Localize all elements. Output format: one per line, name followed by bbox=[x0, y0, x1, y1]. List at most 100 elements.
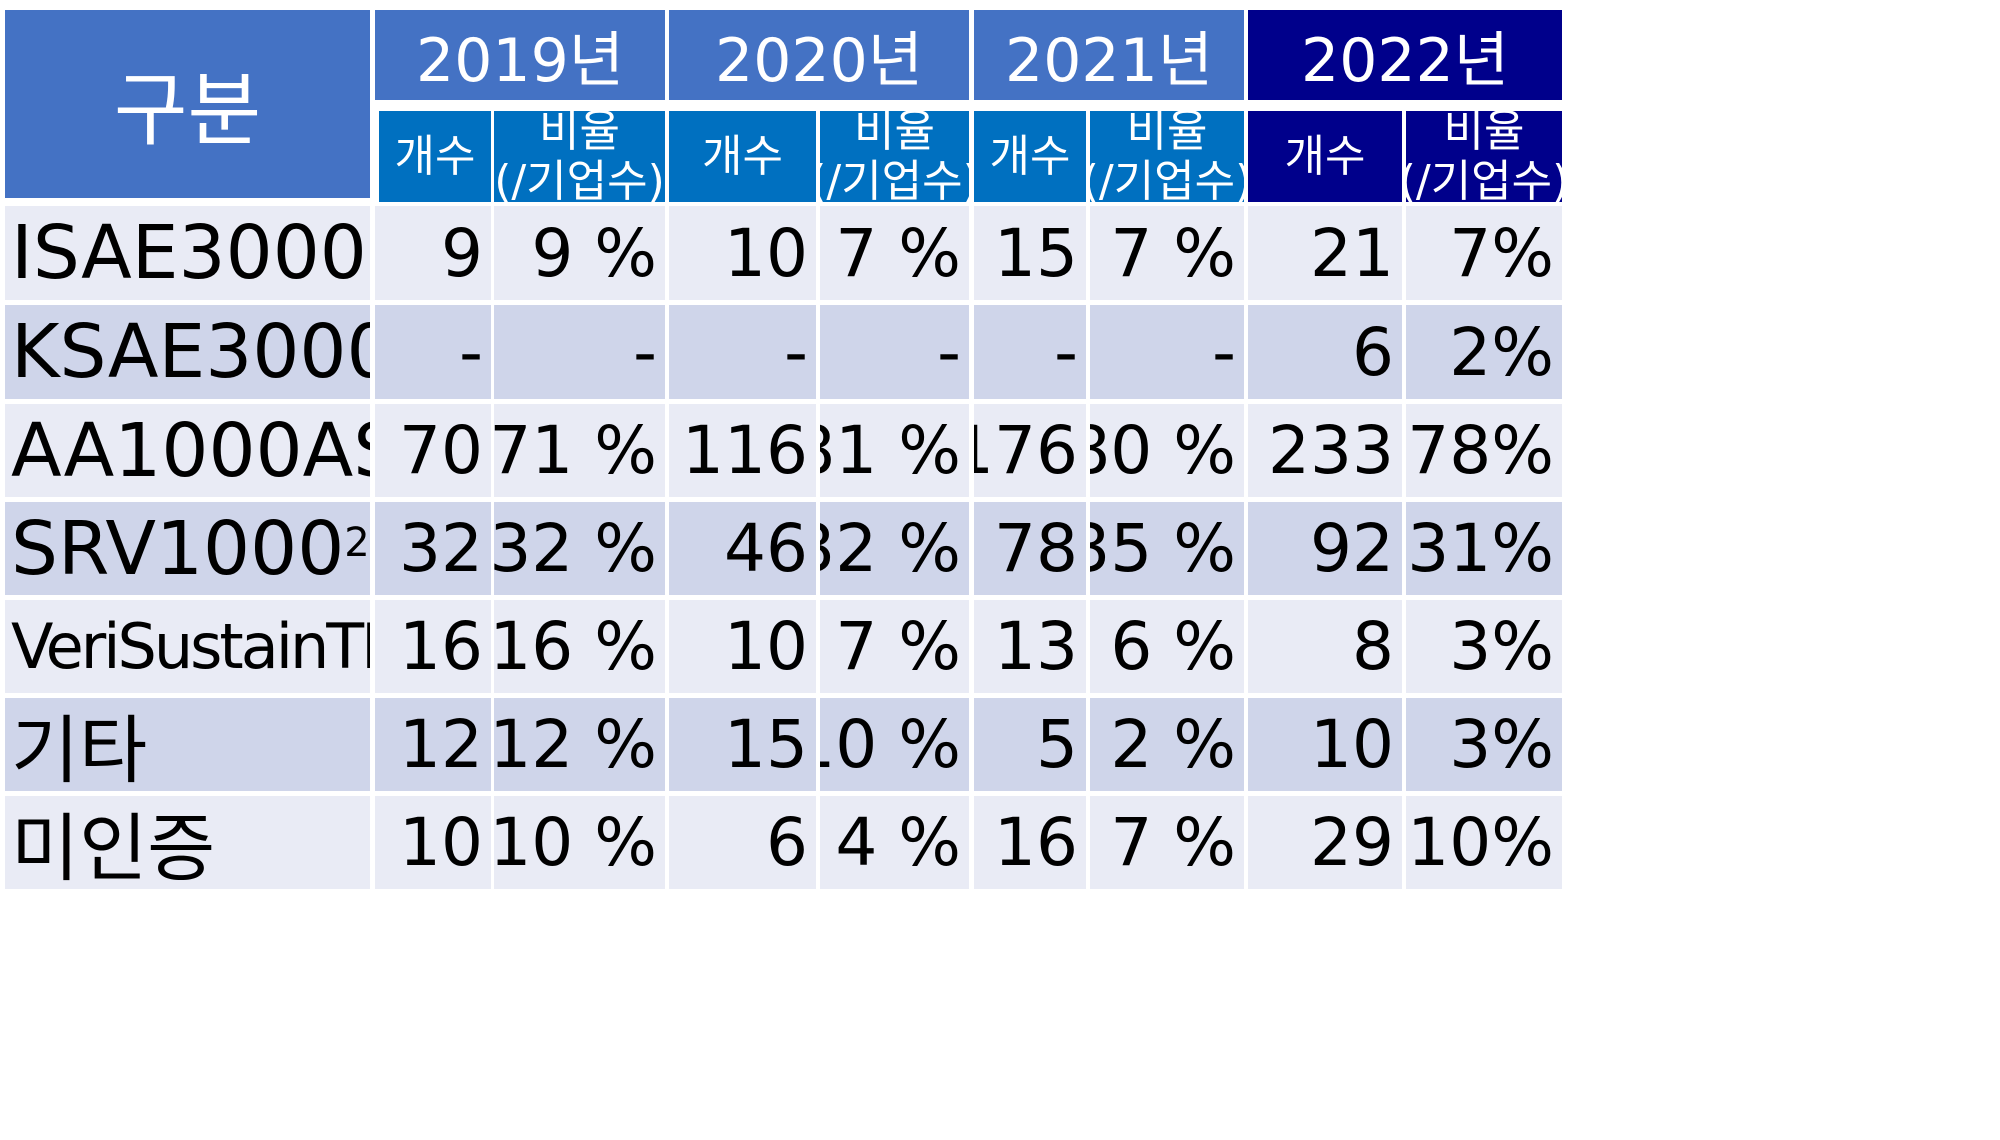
value-cell: 31% bbox=[1406, 502, 1562, 595]
value-cell: 2% bbox=[1406, 305, 1562, 399]
value: - bbox=[633, 313, 657, 391]
value: 10% bbox=[1407, 804, 1554, 881]
value: 10 % bbox=[494, 804, 657, 881]
value-cell: 10% bbox=[1406, 796, 1562, 889]
value: 13 bbox=[994, 608, 1078, 685]
value: 15 bbox=[994, 214, 1078, 292]
value: 35 % bbox=[1090, 510, 1236, 587]
ratio-label-line1: 비율 bbox=[1443, 111, 1525, 157]
value: 9 % bbox=[531, 214, 657, 292]
row-label-other: 기타 bbox=[5, 698, 370, 791]
value: 3% bbox=[1449, 608, 1554, 685]
value-cell: 9 % bbox=[494, 206, 665, 300]
value: - bbox=[1212, 313, 1236, 391]
row-name: SRV1000 bbox=[11, 505, 345, 592]
row-name: 기타 bbox=[11, 708, 148, 791]
value-cell: 70 bbox=[375, 404, 491, 497]
value-cell: - bbox=[494, 305, 665, 399]
year-header-2021: 2021년 bbox=[974, 10, 1244, 100]
value-cell: 3% bbox=[1406, 698, 1562, 791]
value: 92 bbox=[1310, 510, 1394, 587]
ratio-label-line1: 비율 bbox=[854, 111, 935, 157]
row-name: ISAE3000 bbox=[11, 210, 367, 296]
value: 116 bbox=[682, 412, 808, 489]
count-header-2019: 개수 bbox=[379, 111, 491, 202]
ratio-label-line2: (/기업수) bbox=[1090, 155, 1244, 202]
row-label-aa1000as: AA1000AS bbox=[5, 404, 370, 497]
count-label: 개수 bbox=[989, 130, 1071, 182]
value: 80 % bbox=[1090, 412, 1236, 489]
value: 233 bbox=[1268, 412, 1394, 489]
value-cell: 10 bbox=[669, 600, 816, 693]
ratio-label-line2: (/기업수) bbox=[820, 155, 969, 202]
value-cell: 6 bbox=[669, 796, 816, 889]
count-label: 개수 bbox=[394, 130, 476, 182]
value-cell: 13 bbox=[974, 600, 1086, 693]
value: 7 % bbox=[1110, 214, 1236, 292]
value-cell: 3% bbox=[1406, 600, 1562, 693]
value-cell: 6 % bbox=[1090, 600, 1244, 693]
row-label-uncertified: 미인증 bbox=[5, 796, 370, 889]
value: 15 bbox=[724, 706, 808, 783]
header-label: 구분 bbox=[113, 64, 262, 157]
value: 6 % bbox=[1110, 608, 1236, 685]
value-cell: 16 % bbox=[494, 600, 665, 693]
value-cell: 71 % bbox=[494, 404, 665, 497]
value-cell: - bbox=[820, 305, 969, 399]
value-cell: 32 bbox=[375, 502, 491, 595]
value-cell: 10 bbox=[375, 796, 491, 889]
value-cell: 35 % bbox=[1090, 502, 1244, 595]
value: 7 % bbox=[835, 608, 961, 685]
year-label: 2022년 bbox=[1301, 25, 1509, 96]
year-header-2022: 2022년 bbox=[1248, 10, 1562, 100]
value: 21 bbox=[1310, 214, 1394, 292]
value: 31% bbox=[1407, 510, 1554, 587]
ratio-header-2021: 비율 (/기업수) bbox=[1090, 111, 1244, 202]
value: - bbox=[459, 313, 483, 391]
ratio-label-line2: (/기업수) bbox=[494, 155, 665, 202]
value: 7 % bbox=[835, 214, 961, 292]
value: 9 bbox=[441, 214, 483, 292]
year-label: 2021년 bbox=[1005, 25, 1213, 96]
value: 16 % bbox=[494, 608, 657, 685]
value: 81 % bbox=[820, 412, 961, 489]
value: 5 bbox=[1036, 706, 1078, 783]
value: 3% bbox=[1449, 706, 1554, 783]
value: 2% bbox=[1449, 313, 1554, 391]
value: 2 % bbox=[1110, 706, 1236, 783]
value-cell: - bbox=[974, 305, 1086, 399]
value-cell: 16 bbox=[974, 796, 1086, 889]
value: 78 bbox=[994, 510, 1078, 587]
value: 16 bbox=[994, 804, 1078, 881]
value-cell: 7 % bbox=[820, 206, 969, 300]
ratio-label-line2: (/기업수) bbox=[1406, 155, 1562, 202]
value-cell: 10 % bbox=[494, 796, 665, 889]
value-cell: 5 bbox=[974, 698, 1086, 791]
row-name: VeriSustainTM1 bbox=[11, 610, 370, 683]
count-label: 개수 bbox=[1284, 130, 1366, 182]
year-label: 2019년 bbox=[416, 25, 624, 96]
value-cell: 32 % bbox=[820, 502, 969, 595]
value-cell: 233 bbox=[1248, 404, 1402, 497]
value-cell: 32 % bbox=[494, 502, 665, 595]
value-cell: 15 bbox=[669, 698, 816, 791]
value-cell: - bbox=[669, 305, 816, 399]
value-cell: 4 % bbox=[820, 796, 969, 889]
value: 10 bbox=[724, 214, 808, 292]
row-label-verisustain: VeriSustainTM13) bbox=[5, 600, 370, 693]
value-cell: 7 % bbox=[1090, 206, 1244, 300]
value-cell: 2 % bbox=[1090, 698, 1244, 791]
count-header-2022: 개수 bbox=[1248, 111, 1402, 202]
value: 10 bbox=[724, 608, 808, 685]
footnote-marker: 2) bbox=[344, 519, 370, 566]
value-cell: 78 bbox=[974, 502, 1086, 595]
value: 10 bbox=[399, 804, 483, 881]
row-name: KSAE3000 bbox=[11, 309, 370, 395]
value-cell: 9 bbox=[375, 206, 491, 300]
row-label-ksae3000: KSAE3000 bbox=[5, 305, 370, 399]
year-label: 2020년 bbox=[715, 25, 923, 96]
value-cell: 7 % bbox=[1090, 796, 1244, 889]
value: 71 % bbox=[494, 412, 657, 489]
value: 32 % bbox=[494, 510, 657, 587]
